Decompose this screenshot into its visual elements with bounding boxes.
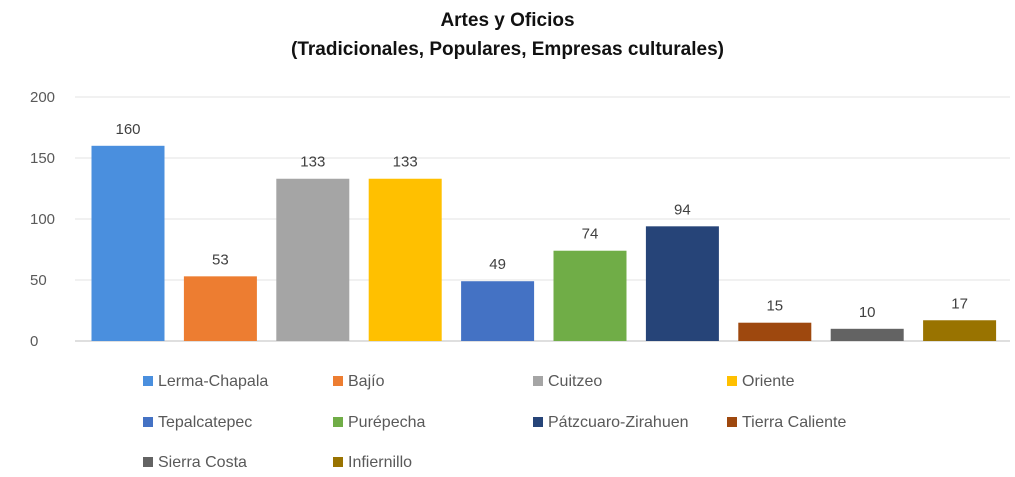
legend-swatch-Oriente <box>727 376 737 386</box>
data-label-Purépecha: 74 <box>582 226 599 243</box>
y-tick-label-50: 50 <box>30 272 47 289</box>
legend-swatch-Sierra Costa <box>143 457 153 467</box>
bar-Purépecha <box>553 250 627 341</box>
legend-label-Lerma-Chapala: Lerma-Chapala <box>158 373 268 390</box>
y-tick-label-100: 100 <box>30 211 55 228</box>
legend-label-Cuitzeo: Cuitzeo <box>548 373 602 390</box>
legend-label-Sierra Costa: Sierra Costa <box>158 454 247 471</box>
bar-Tepalcatepec <box>461 281 535 341</box>
data-label-Pátzcuaro-Zirahuen: 94 <box>674 201 691 218</box>
bar-Cuitzeo <box>276 178 350 341</box>
legend-swatch-Pátzcuaro-Zirahuen <box>533 417 543 427</box>
data-label-Bajío: 53 <box>212 251 229 268</box>
data-label-Sierra Costa: 10 <box>859 304 876 321</box>
legend-swatch-Tepalcatepec <box>143 417 153 427</box>
data-label-Infiernillo: 17 <box>951 295 968 312</box>
data-label-Lerma-Chapala: 160 <box>115 121 140 138</box>
y-tick-label-0: 0 <box>30 333 38 350</box>
legend-swatch-Infiernillo <box>333 457 343 467</box>
chart-subtitle: (Tradicionales, Populares, Empresas cult… <box>291 39 724 60</box>
data-label-Oriente: 133 <box>393 154 418 171</box>
data-label-Tepalcatepec: 49 <box>489 256 506 273</box>
bar-Pátzcuaro-Zirahuen <box>645 226 719 341</box>
legend-label-Tepalcatepec: Tepalcatepec <box>158 414 252 431</box>
bar-Oriente <box>368 178 442 341</box>
legend-label-Pátzcuaro-Zirahuen: Pátzcuaro-Zirahuen <box>548 414 689 431</box>
chart-title: Artes y Oficios <box>440 10 575 31</box>
legend-label-Bajío: Bajío <box>348 373 385 390</box>
y-tick-label-200: 200 <box>30 89 55 106</box>
legend-label-Purépecha: Purépecha <box>348 414 425 431</box>
legend-label-Infiernillo: Infiernillo <box>348 454 412 471</box>
bar-Lerma-Chapala <box>91 145 165 341</box>
legend-swatch-Tierra Caliente <box>727 417 737 427</box>
legend-label-Oriente: Oriente <box>742 373 795 390</box>
legend-swatch-Bajío <box>333 376 343 386</box>
legend-swatch-Purépecha <box>333 417 343 427</box>
legend-label-Tierra Caliente: Tierra Caliente <box>742 414 846 431</box>
bar-Sierra Costa <box>830 328 904 341</box>
legend-swatch-Lerma-Chapala <box>143 376 153 386</box>
data-label-Tierra Caliente: 15 <box>766 298 783 315</box>
bar-Infiernillo <box>923 320 997 341</box>
bar-Tierra Caliente <box>738 322 812 341</box>
data-label-Cuitzeo: 133 <box>300 154 325 171</box>
y-tick-label-150: 150 <box>30 150 55 167</box>
legend-swatch-Cuitzeo <box>533 376 543 386</box>
bar-Bajío <box>183 276 257 341</box>
